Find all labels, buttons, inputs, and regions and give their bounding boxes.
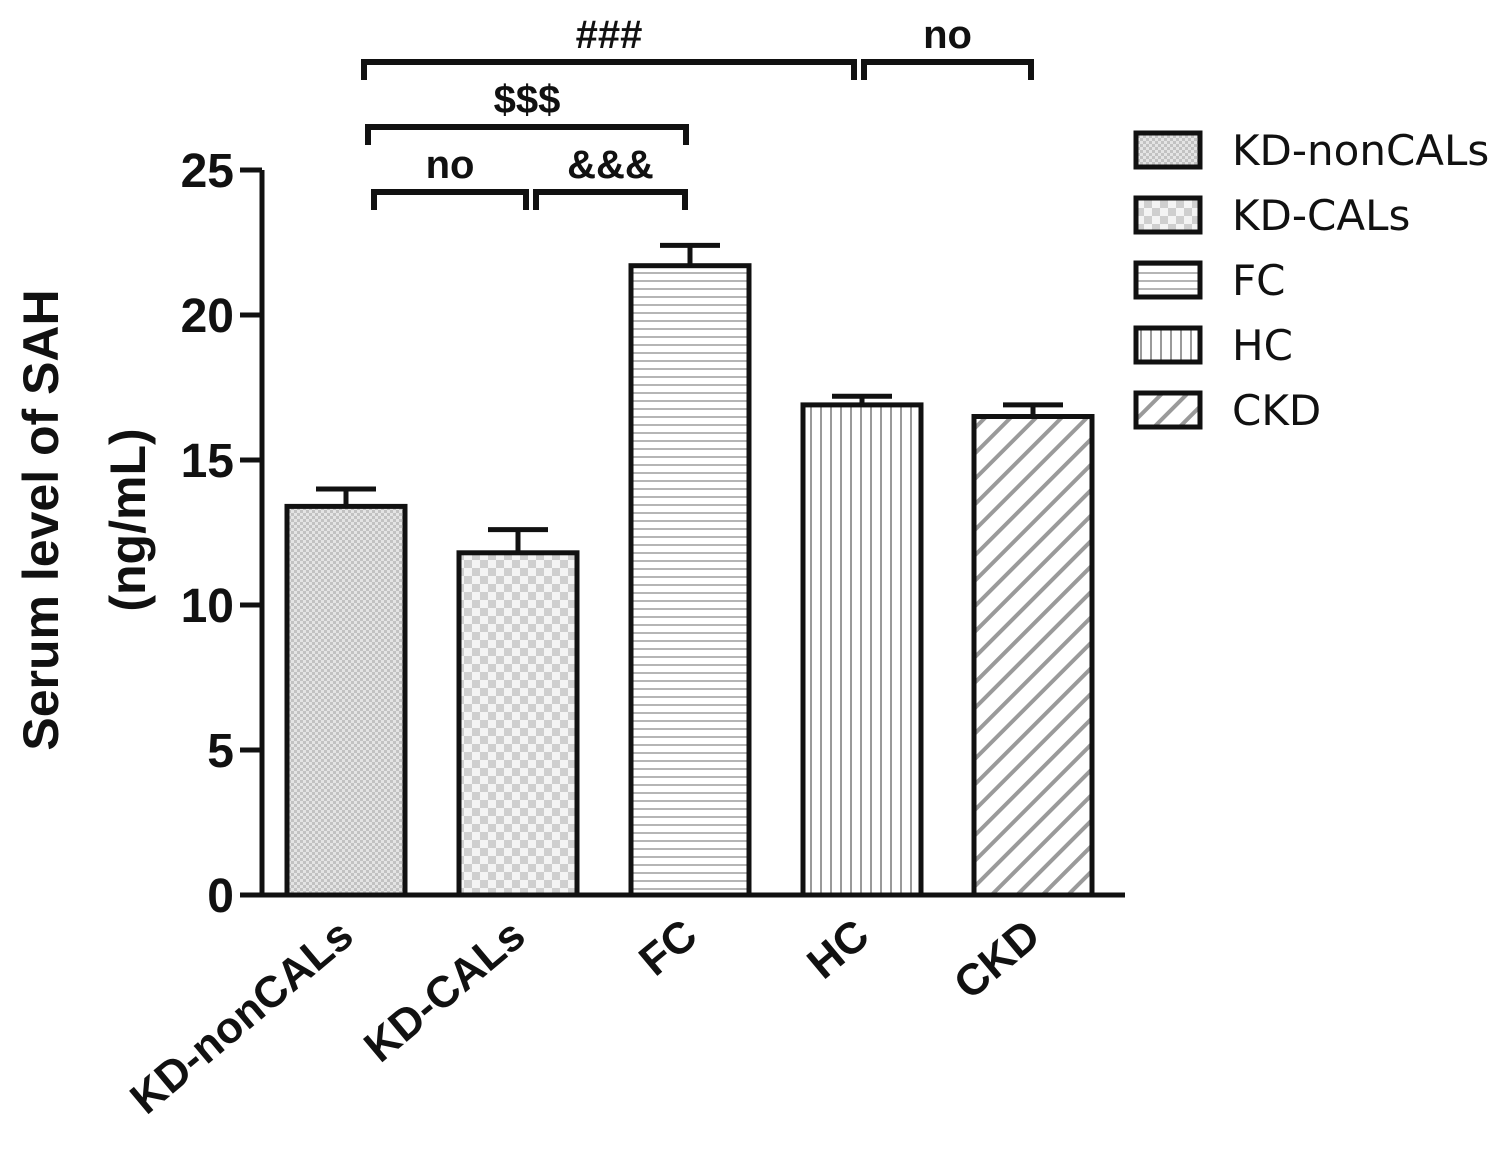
legend-swatch [1136,393,1200,427]
legend-swatch [1136,133,1200,167]
x-tick-label: FC [630,910,706,985]
legend-label: FC [1232,256,1285,305]
legend-swatch [1136,198,1200,232]
legend: KD-nonCALs KD-CALs FC HC CKD [1136,126,1489,435]
legend-label: HC [1232,321,1293,370]
y-tick-label: 15 [181,435,234,488]
significance-brackets: ### no $$$ no &&& [364,13,1031,210]
x-tick-label: CKD [945,910,1050,1009]
x-tick-label: KD-nonCALs [121,910,362,1123]
bar-hc [803,405,921,895]
legend-swatch [1136,328,1200,362]
bar-kd-cals [459,553,577,895]
significance-label: no [426,143,475,187]
y-tick-label: 0 [207,870,234,923]
bars [287,266,1092,895]
legend-swatch [1136,263,1200,297]
bar-fc [631,266,749,895]
legend-label: KD-nonCALs [1232,126,1489,175]
y-axis-title: Serum level of SAH [13,289,69,750]
significance-label: no [923,13,972,57]
bar-kd-noncals [287,506,405,895]
significance-bracket [374,192,526,210]
legend-label: KD-CALs [1232,191,1410,240]
significance-bracket [536,192,685,210]
legend-label: CKD [1232,386,1321,435]
significance-bracket [364,62,854,80]
y-tick-label: 25 [181,145,234,198]
x-tick-label: HC [798,910,878,988]
significance-bracket [864,62,1031,80]
y-tick-label: 20 [181,290,234,343]
significance-label: &&& [567,143,654,187]
bar-ckd [974,417,1092,896]
significance-label: $$$ [494,78,561,122]
y-tick-label: 10 [181,580,234,633]
significance-label: ### [576,13,643,57]
x-tick-label: KD-CALs [355,910,534,1072]
y-tick-label: 5 [207,725,234,778]
y-axis-unit: (ng/mL) [100,428,156,611]
